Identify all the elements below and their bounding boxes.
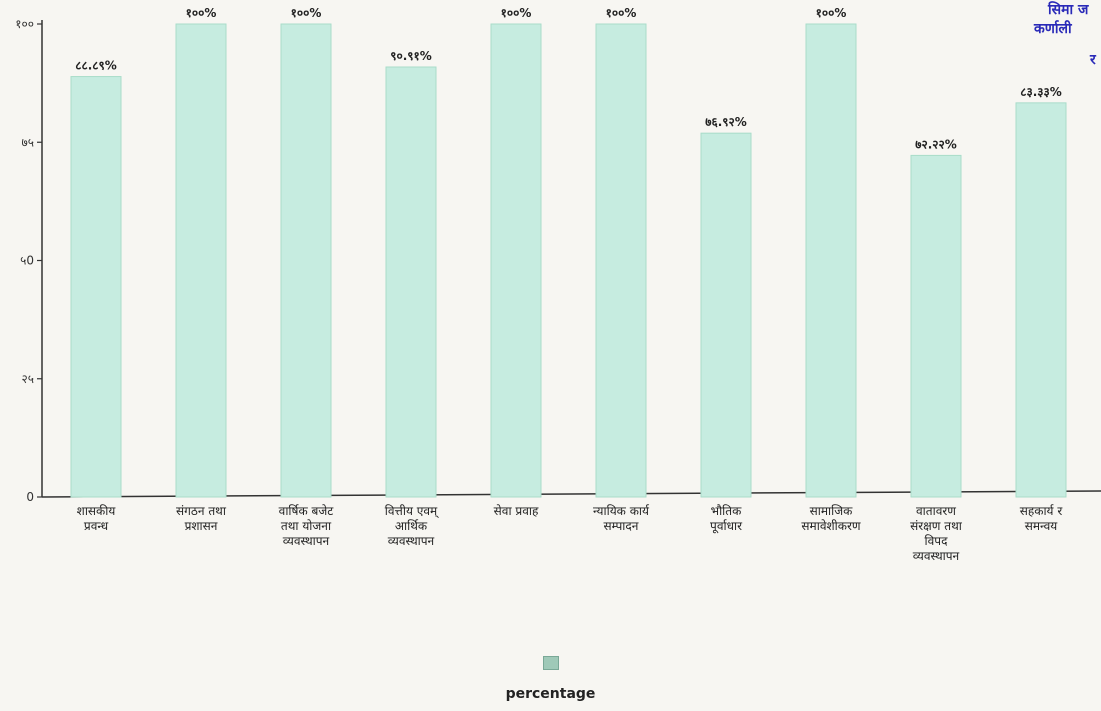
category-label: सेवा प्रवाह [494, 504, 539, 518]
bar-value-label: १००% [606, 6, 637, 20]
category-label: सामाजिक समावेशीकरण [801, 504, 860, 533]
category-label: वित्तीय एवम् आर्थिक व्यवस्थापन [385, 504, 439, 548]
legend: percentage [0, 655, 1101, 702]
bar [385, 66, 437, 498]
bar [805, 23, 857, 498]
bar [490, 23, 542, 498]
y-tick-label: १०० [15, 17, 34, 31]
y-tick-label: 0 [26, 490, 34, 504]
legend-swatch [542, 656, 559, 670]
category-label: न्यायिक कार्य सम्पादन [593, 504, 650, 533]
category-label: वातावरण संरक्षण तथा विपद व्यवस्थापन [910, 504, 963, 563]
bar-value-label: १००% [186, 6, 217, 20]
category-label: शासकीय प्रवन्ध [77, 504, 117, 533]
bar-value-label: १००% [816, 6, 847, 20]
bar-value-label: ७२.२२% [915, 137, 957, 151]
category-label: भौतिक पूर्वाधार [710, 504, 743, 534]
bar [70, 76, 122, 498]
category-label: संगठन तथा प्रशासन [176, 504, 227, 533]
legend-label: percentage [505, 686, 596, 702]
bar [910, 154, 962, 498]
category-label: वार्षिक बजेट तथा योजना व्यवस्थापन [279, 504, 335, 548]
bar-value-label: ७६.९२% [705, 115, 747, 129]
bar [595, 23, 647, 498]
bar-chart: 0 २५ ५0 ७५ १०० ८८.८९% शासकीय प्रवन्ध १००% संगठन त… [15, 1, 1101, 563]
bar-value-label: ८८.८९% [75, 59, 117, 73]
category-label: सहकार्य र समन्वय [1020, 504, 1064, 533]
bar [700, 132, 752, 498]
y-tick-label: ७५ [22, 135, 34, 149]
corner-annotation-text: कर्णाली [1033, 20, 1073, 37]
bar [1015, 102, 1067, 498]
bar-value-label: ८३.३३% [1020, 85, 1062, 99]
y-tick-label: ५0 [20, 254, 34, 268]
bar-value-label: १००% [291, 6, 322, 20]
bar [175, 23, 227, 498]
corner-annotation-text: र [1089, 52, 1097, 68]
bar-value-label: १००% [501, 6, 532, 20]
bar-value-label: ९०.९१% [390, 49, 432, 63]
y-tick-label: २५ [22, 372, 34, 386]
bar [280, 23, 332, 498]
corner-annotation-text: सिमा ज [1047, 1, 1089, 18]
